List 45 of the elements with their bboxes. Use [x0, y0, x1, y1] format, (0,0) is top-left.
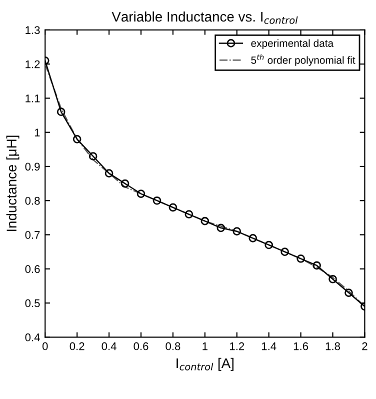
- y-tick-label: 1.2: [26, 60, 40, 68]
- x-tick-label: 0: [42, 342, 48, 350]
- point: [216, 224, 226, 232]
- x-tick-label: 0.6: [134, 342, 148, 350]
- y-tick-label: 0.4: [25, 333, 40, 342]
- point: [328, 274, 337, 284]
- y-tick-label: 1: [34, 128, 40, 136]
- y-axis-title: Inductance [μH]: [6, 136, 20, 232]
- legend-label: 5$^{th}$ order polynomial fit: [251, 54, 356, 66]
- x-tick-label: 1.2: [230, 342, 244, 350]
- point: [264, 240, 274, 250]
- y-tick-label: 0.9: [25, 162, 40, 171]
- point: [104, 169, 114, 178]
- point: [232, 227, 242, 236]
- chart-title: Variable Inductance vs. I$_{control}$: [112, 11, 298, 24]
- x-tick-label: 1: [202, 342, 208, 350]
- y-tick-label: 0.5: [25, 299, 40, 308]
- point: [56, 108, 66, 116]
- point: [248, 234, 258, 242]
- x-tick-label: 0.4: [102, 342, 116, 350]
- x-tick-label: 0.2: [70, 342, 84, 350]
- x-tick-label: 1.6: [294, 342, 308, 350]
- y-tick-label: 0.6: [25, 265, 40, 274]
- x-tick-label: 1.4: [262, 342, 276, 350]
- point: [136, 190, 146, 198]
- point: [344, 288, 353, 297]
- point: [72, 134, 82, 144]
- point: [200, 216, 210, 226]
- point: [280, 248, 289, 256]
- point: [184, 210, 194, 218]
- point: [312, 261, 321, 270]
- y-tick-label: 0.7: [25, 231, 40, 239]
- x-tick-label: 2: [362, 342, 368, 350]
- point: [152, 196, 162, 205]
- y-tick-label: 1.3: [26, 26, 40, 34]
- point: [120, 179, 130, 188]
- legend-label: experimental data: [251, 39, 334, 50]
- point: [168, 203, 178, 212]
- x-tick-label: 1.8: [326, 342, 340, 350]
- y-tick-label: 0.8: [25, 196, 40, 205]
- point: [88, 152, 98, 160]
- x-axis-title: I$_{control}$ [A]: [176, 358, 234, 371]
- y-tick-label: 1.1: [26, 94, 40, 102]
- x-tick-label: 0.8: [166, 342, 180, 350]
- point: [296, 254, 305, 263]
